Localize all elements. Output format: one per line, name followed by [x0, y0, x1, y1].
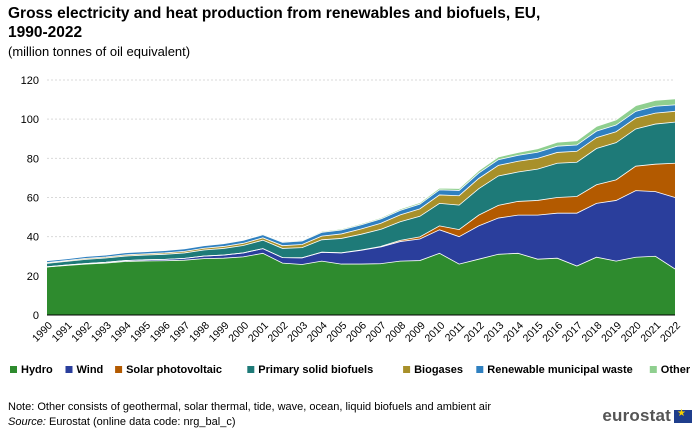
x-tick-label: 2011 [443, 319, 468, 344]
x-tick-label: 1996 [148, 319, 173, 344]
x-tick-label: 1992 [69, 319, 94, 344]
x-tick-label: 1995 [128, 319, 153, 344]
x-tick-label: 2008 [383, 319, 408, 344]
legend-swatch [10, 366, 17, 373]
x-tick-label: 2000 [226, 319, 251, 344]
series-edge [46, 98, 676, 261]
stacked-area-chart: 0204060801001201990199119921993199419951… [10, 75, 691, 376]
series-edge [46, 121, 676, 264]
x-tick-label: 2017 [560, 319, 585, 344]
x-tick-label: 1990 [30, 319, 55, 344]
x-tick-label: 1994 [109, 319, 134, 344]
x-tick-label: 2021 [638, 319, 663, 344]
chart-title: Gross electricity and heat production fr… [8, 5, 541, 41]
area-wind [47, 190, 675, 269]
legend-swatch [65, 366, 73, 373]
x-tick-label: 2006 [344, 319, 369, 344]
legend-label: Solar photovoltaic [126, 364, 222, 376]
x-tick-label: 2020 [619, 319, 644, 344]
series-edge [46, 252, 676, 270]
x-tick-label: 1997 [167, 319, 192, 344]
x-tick-label: 2022 [658, 319, 683, 344]
source-text: Eurostat (online data code: nrg_bal_c) [45, 416, 236, 428]
legend-swatch [403, 366, 411, 373]
source-label: Source: [8, 416, 46, 428]
legend-label: Hydro [21, 364, 53, 376]
series-edge [46, 162, 676, 268]
x-tick-label: 2019 [599, 319, 624, 344]
x-tick-label: 2007 [364, 319, 389, 344]
x-tick-label: 2010 [423, 319, 448, 344]
y-tick-label: 120 [21, 75, 39, 87]
legend-label: Other [661, 364, 691, 376]
area-hydro [47, 253, 675, 315]
x-tick-label: 2014 [501, 319, 526, 344]
y-tick-label: 60 [27, 193, 39, 205]
x-tick-label: 2001 [246, 319, 271, 344]
x-tick-label: 2003 [285, 319, 310, 344]
chart-subtitle: (million tonnes of oil equivalent) [8, 44, 191, 59]
y-tick-label: 20 [27, 271, 39, 283]
series-edge [46, 110, 676, 263]
legend-swatch [115, 366, 123, 373]
x-tick-label: 1993 [89, 319, 114, 344]
y-tick-label: 100 [21, 114, 39, 126]
footnote: Note: Other consists of geothermal, sola… [8, 401, 492, 413]
x-tick-label: 2004 [305, 319, 330, 344]
legend-label: Wind [77, 364, 104, 376]
legend-swatch [247, 366, 255, 373]
y-tick-label: 0 [33, 310, 39, 322]
x-tick-label: 2018 [580, 319, 605, 344]
series-edge [46, 104, 676, 262]
legend-swatch [476, 366, 484, 373]
y-tick-label: 40 [27, 232, 39, 244]
source-line: Source: Eurostat (online data code: nrg_… [8, 416, 235, 428]
x-tick-label: 1998 [187, 319, 212, 344]
area-primary-solid-biofuels [47, 122, 675, 267]
logo-text: eurostat [602, 406, 671, 425]
legend-swatch [649, 366, 657, 373]
x-tick-label: 2005 [324, 319, 349, 344]
x-tick-label: 1991 [50, 319, 75, 344]
x-tick-label: 2012 [462, 319, 487, 344]
x-tick-label: 2009 [403, 319, 428, 344]
y-tick-label: 80 [27, 153, 39, 165]
x-tick-label: 2013 [481, 319, 506, 344]
legend-label: Primary solid biofuels [258, 364, 373, 376]
area-biogases [47, 111, 675, 264]
x-tick-label: 1999 [207, 319, 232, 344]
legend-label: Renewable municipal waste [487, 364, 633, 376]
x-tick-label: 2016 [540, 319, 565, 344]
x-tick-label: 2002 [266, 319, 291, 344]
eurostat-logo: eurostat [602, 406, 692, 426]
x-tick-label: 2015 [521, 319, 546, 344]
eu-flag-icon [674, 408, 692, 423]
legend-label: Biogases [414, 364, 463, 376]
